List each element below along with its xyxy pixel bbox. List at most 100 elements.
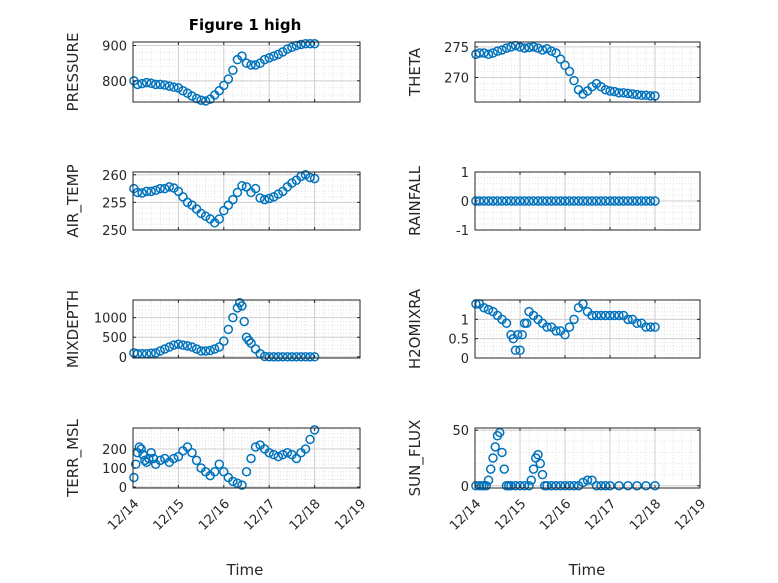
data-point [564, 196, 575, 206]
data-point [546, 196, 557, 206]
data-point [582, 475, 593, 485]
y-tick-label: 250 [102, 224, 127, 239]
data-point [522, 318, 532, 328]
data-point [259, 351, 270, 362]
data-point [250, 60, 261, 70]
axes-box [132, 171, 361, 231]
data-point [587, 196, 597, 206]
data-point [497, 45, 507, 55]
data-point [191, 344, 202, 354]
data-point [555, 54, 566, 64]
y-axis-label: AIR_TEMP [64, 164, 83, 237]
data-point [636, 90, 647, 101]
data-point [282, 448, 293, 458]
data-point [182, 442, 193, 452]
x-tick-label: 12/19 [332, 497, 369, 534]
y-tick-label: 1 [461, 313, 469, 328]
data-point [632, 318, 642, 328]
data-point [519, 196, 530, 206]
data-point [528, 464, 539, 474]
data-point [650, 196, 660, 206]
data-point [623, 196, 633, 206]
data-point [551, 481, 561, 491]
data-point [501, 43, 512, 53]
data-point [219, 205, 229, 216]
x-tick-label: 12/15 [151, 497, 188, 534]
data-point [191, 455, 202, 466]
y-tick-label: -1 [456, 224, 469, 239]
data-point [479, 48, 489, 58]
data-point [614, 196, 624, 206]
axes-box [474, 41, 701, 103]
data-point [219, 80, 229, 91]
data-point [250, 183, 261, 194]
data-point [609, 196, 620, 206]
data-point [237, 181, 247, 191]
data-point [305, 352, 315, 362]
data-point [173, 339, 184, 350]
data-point [537, 45, 548, 55]
y-tick-label: 0 [119, 351, 127, 366]
data-point [578, 477, 588, 488]
data-point [614, 481, 624, 491]
data-point [510, 345, 521, 356]
data-point [479, 302, 489, 313]
axes-box [132, 299, 361, 359]
data-point [560, 60, 570, 71]
y-tick-label: 0 [119, 481, 127, 496]
data-point [542, 481, 552, 491]
data-point [623, 314, 633, 325]
data-point [232, 478, 243, 488]
data-point [537, 196, 548, 206]
data-point [560, 330, 570, 340]
data-point [483, 304, 494, 315]
data-point [605, 481, 615, 491]
data-point [600, 310, 611, 321]
data-point [246, 453, 256, 464]
data-point [627, 89, 638, 99]
data-point [515, 481, 525, 491]
data-point [146, 78, 156, 89]
data-point [645, 322, 656, 332]
data-point [141, 186, 152, 197]
data-point [196, 95, 206, 105]
data-point [228, 312, 238, 323]
data-point [537, 469, 548, 480]
data-point [219, 336, 229, 346]
data-point [513, 330, 523, 340]
data-point [273, 352, 284, 362]
data-point [278, 449, 288, 460]
data-point [497, 196, 507, 206]
data-point [524, 196, 534, 206]
data-point [150, 348, 161, 358]
data-point [137, 188, 147, 198]
data-point [169, 82, 179, 92]
data-point [479, 196, 489, 206]
data-point [146, 348, 156, 359]
data-point [141, 77, 152, 88]
data-point [239, 316, 249, 327]
data-point [146, 448, 156, 458]
x-axis-label-left: Time [226, 561, 264, 579]
data-point [605, 310, 615, 321]
data-point [596, 310, 606, 321]
data-point [569, 75, 579, 86]
data-point [614, 310, 624, 321]
data-point [150, 79, 161, 90]
data-point [223, 324, 234, 335]
data-point [618, 196, 629, 206]
data-point [596, 481, 606, 491]
data-point [136, 444, 146, 454]
data-point [255, 193, 265, 203]
data-point [650, 322, 660, 332]
data-point [228, 476, 238, 487]
y-tick-label: 270 [444, 72, 469, 87]
x-tick-label: 12/16 [196, 497, 233, 534]
data-point [578, 196, 588, 206]
subplot-2: 250 255 260 AIR_TEMP [64, 164, 361, 239]
data-point [214, 214, 225, 224]
data-point [564, 66, 575, 77]
data-point [305, 39, 315, 49]
data-point [200, 96, 211, 106]
y-tick-label: 0 [461, 352, 469, 367]
